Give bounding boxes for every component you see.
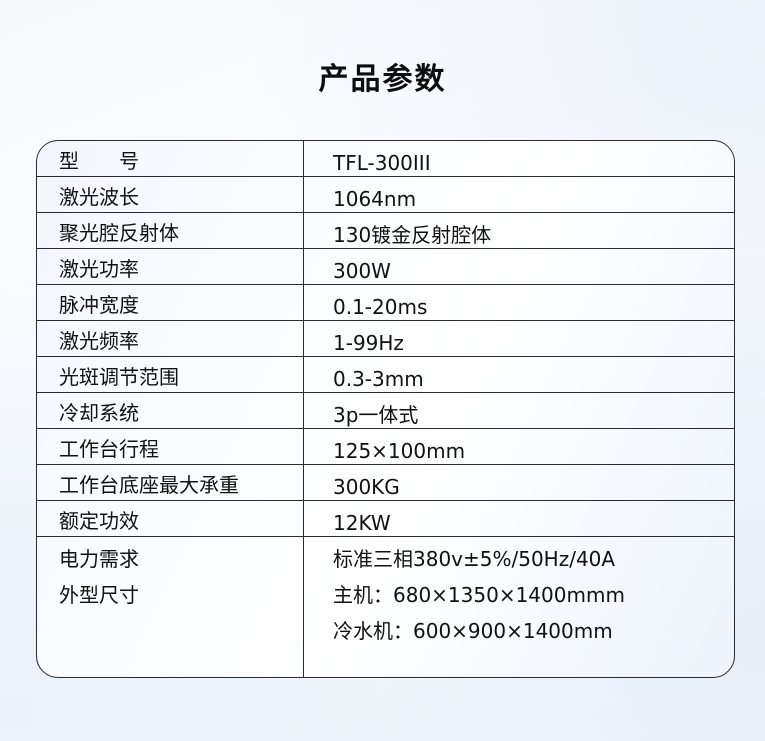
table-row: 脉冲宽度 0.1-20ms [37, 285, 734, 321]
table-row-final: 电力需求外型尺寸 标准三相380v±5%/50Hz/40A 主机：680×1350×… [37, 537, 734, 659]
table-row: 冷却系统 3p一体式 [37, 393, 734, 429]
spec-label: 聚光腔反射体 [59, 221, 179, 245]
table-row: 工作台底座最大承重 300KG [37, 465, 734, 501]
spec-value-line: 主机：680×1350×1400mmm [333, 583, 625, 607]
table-row: 光斑调节范围 0.3-3mm [37, 357, 734, 393]
table-row: 工作台行程 125×100mm [37, 429, 734, 465]
spec-label: 工作台行程 [59, 437, 159, 461]
spec-value: 1064nm [303, 177, 734, 212]
table-row: 额定功效 12KW [37, 501, 734, 537]
spec-value-line: 1-99Hz [333, 331, 404, 355]
spec-value-line: 130镀金反射腔体 [333, 223, 492, 247]
table-row: 型 号 TFL-300III [37, 141, 734, 177]
table-row: 激光功率 300W [37, 249, 734, 285]
spec-label-line: 外型尺寸 [59, 583, 139, 607]
spec-table: 型 号 TFL-300III 激光波长 1064nm 聚光腔反射体 130镀金反射腔体 激光… [36, 140, 735, 678]
spec-label-line: 电力需求 [59, 547, 139, 571]
table-row: 激光频率 1-99Hz [37, 321, 734, 357]
spec-label: 激光频率 [59, 329, 139, 353]
spec-value-line: TFL-300III [333, 151, 431, 175]
spec-value-line: 3p一体式 [333, 403, 419, 427]
spec-value: TFL-300III [303, 141, 734, 176]
spec-value: 0.3-3mm [303, 357, 734, 392]
spec-table-body: 型 号 TFL-300III 激光波长 1064nm 聚光腔反射体 130镀金反射腔体 激光… [37, 141, 734, 659]
spec-value-line: 0.3-3mm [333, 367, 424, 391]
spec-value: 3p一体式 [303, 393, 734, 428]
spec-value-line: 1064nm [333, 187, 417, 211]
spec-label-group: 电力需求 外型尺寸 [37, 537, 303, 659]
spec-value-line: 冷水机：600×900×1400mm [333, 619, 613, 643]
spec-value-line: 300W [333, 259, 391, 283]
spec-value: 12KW [303, 501, 734, 536]
spec-label: 激光波长 [59, 185, 139, 209]
spec-value: 0.1-20ms [303, 285, 734, 320]
spec-value: 130镀金反射腔体 [303, 213, 734, 248]
table-row: 聚光腔反射体 130镀金反射腔体 [37, 213, 734, 249]
spec-label: 激光功率 [59, 257, 139, 281]
spec-label: 冷却系统 [59, 401, 139, 425]
spec-value: 300W [303, 249, 734, 284]
spec-value-line: 125×100mm [333, 439, 466, 463]
spec-value-line: 0.1-20ms [333, 295, 428, 319]
spec-value-line: 300KG [333, 475, 400, 499]
spec-value: 125×100mm [303, 429, 734, 464]
page-title: 产品参数 [318, 62, 447, 97]
spec-value: 300KG [303, 465, 734, 500]
spec-value-group: 标准三相380v±5%/50Hz/40A 主机：680×1350×1400mmm 冷… [303, 537, 734, 659]
column-divider [303, 141, 305, 677]
spec-label: 光斑调节范围 [59, 365, 179, 389]
spec-label: 工作台底座最大承重 [59, 473, 239, 497]
spec-value-line: 标准三相380v±5%/50Hz/40A [333, 547, 616, 571]
spec-value: 1-99Hz [303, 321, 734, 356]
spec-label: 型 号 [59, 149, 139, 173]
spec-value-line: 12KW [333, 511, 391, 535]
spec-label: 额定功效 [59, 509, 139, 533]
table-row: 激光波长 1064nm [37, 177, 734, 213]
spec-label: 脉冲宽度 [59, 293, 139, 317]
